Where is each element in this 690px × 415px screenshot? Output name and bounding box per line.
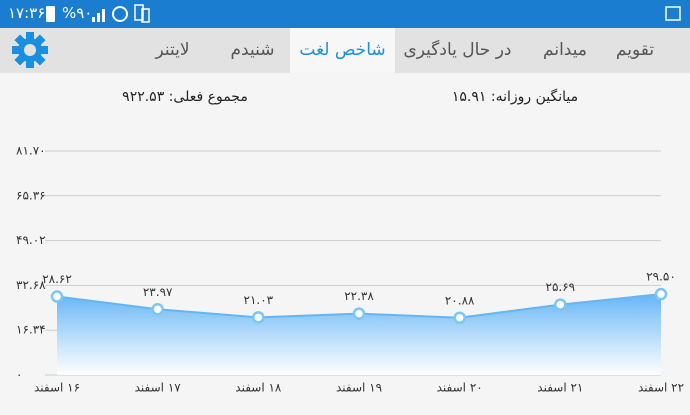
tab-bar: تقویم میدانم در حال یادگیری شاخص لغت شنیدم لا… (0, 28, 690, 73)
y-tick-label: ۱۶.۳۴ (16, 323, 46, 337)
x-tick-label: ۱۹ اسفند (336, 381, 382, 395)
value-label: ۲۵.۶۹ (546, 280, 576, 294)
x-tick-label: ۱۶ اسفند (34, 381, 80, 395)
battery-level: %۹۰ (62, 4, 93, 22)
daily-average: میانگین روزانه: ۱۵.۹۱ (451, 89, 579, 105)
value-label: ۲۲.۳۸ (344, 289, 374, 303)
value-label: ۲۹.۵۰ (646, 270, 676, 284)
tab[interactable]: میدانم (543, 40, 587, 60)
phone-icon (134, 4, 144, 21)
y-tick-label: ۴۹.۰۲ (16, 233, 46, 247)
x-tick-label: ۲۲ اسفند (638, 381, 684, 395)
point (151, 303, 164, 316)
phone-icon (141, 8, 150, 23)
alarm-icon (112, 6, 128, 22)
status-bar: ۱۷:۳۶ %۹۰ (0, 0, 690, 28)
area (57, 294, 661, 375)
x-tick-label: ۲۰ اسفند (437, 381, 483, 395)
battery-icon (46, 6, 55, 22)
tab[interactable]: لایتنر (155, 40, 190, 60)
x-tick-label: ۱۸ اسفند (235, 381, 282, 395)
x-tick-label: ۲۱ اسفند (537, 381, 583, 395)
value-label: ۲۳.۹۷ (143, 285, 173, 299)
point (252, 311, 265, 324)
point (554, 298, 567, 311)
status-icons (46, 4, 681, 23)
y-tick-label: ۸۱.۷۰ (16, 144, 46, 158)
value-label: ۲۱.۰۳ (244, 293, 274, 307)
clock: ۱۷:۳۶ (8, 4, 46, 22)
tab[interactable]: شاخص لغت (290, 28, 395, 73)
y-tick-label: ۰ (16, 368, 22, 382)
actual-total: مجموع فعلی: ۹۲۲.۵۳ (122, 89, 248, 105)
y-tick-label: ۶۵.۳۶ (16, 188, 46, 202)
image-icon (665, 6, 681, 21)
settings-icon[interactable] (5, 28, 55, 73)
point (654, 287, 668, 301)
point (453, 311, 466, 325)
point (352, 307, 366, 320)
value-label: ۲۸.۶۲ (42, 272, 72, 286)
signal-icon (92, 9, 105, 22)
tab[interactable]: تقویم (615, 40, 655, 60)
value-label: ۲۰.۸۸ (445, 293, 475, 307)
x-tick-label: ۱۷ اسفند (135, 381, 182, 395)
point (50, 290, 64, 303)
y-tick-label: ۳۲.۶۸ (16, 278, 46, 292)
tab[interactable]: شنیدم (230, 40, 275, 60)
tab[interactable]: در حال یادگیری (403, 40, 512, 60)
